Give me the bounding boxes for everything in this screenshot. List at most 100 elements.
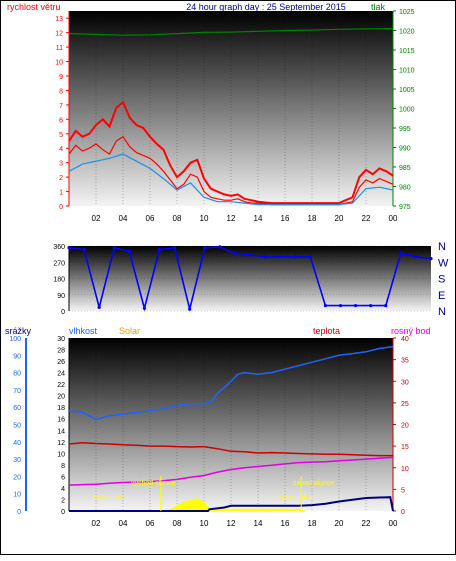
dewpoint-label: rosný bod xyxy=(391,326,431,336)
wind-y-tick: 13 xyxy=(55,16,63,23)
direction-point xyxy=(279,255,282,258)
humidity-y-tick: 22 xyxy=(57,382,65,389)
moonrise-annotation: Moon Rise xyxy=(279,495,313,502)
humidity-y-tick: 12 xyxy=(57,440,65,447)
direction-letter: S xyxy=(438,274,445,286)
direction-point xyxy=(233,252,236,255)
climate-x-tick: 20 xyxy=(335,519,344,528)
rain-y-tick: 100 xyxy=(9,336,21,343)
direction-point xyxy=(82,248,85,251)
temp-y-tick: 30 xyxy=(401,379,409,386)
direction-point xyxy=(324,304,327,307)
direction-point xyxy=(263,255,266,258)
rain-y-tick: 80 xyxy=(13,371,21,378)
temp-y-tick: 40 xyxy=(401,336,409,343)
humidity-y-tick: 24 xyxy=(57,371,65,378)
sunset-annotation: západ slunce xyxy=(293,480,334,487)
temperature-label: teplota xyxy=(313,326,340,336)
humidity-y-tick: 30 xyxy=(57,336,65,343)
climate-x-tick: 06 xyxy=(146,519,155,528)
direction-letter: E xyxy=(438,290,445,302)
direction-point xyxy=(218,245,221,248)
direction-point xyxy=(414,255,417,258)
direction-point xyxy=(158,248,161,251)
wind-y-tick: 10 xyxy=(55,60,63,67)
temp-y-tick: 10 xyxy=(401,466,409,473)
pressure-y-tick: 1025 xyxy=(399,9,415,16)
direction-point xyxy=(203,246,206,249)
wind-y-tick: 9 xyxy=(59,74,63,81)
climate-x-tick: 00 xyxy=(389,519,398,528)
direction-y-tick: 270 xyxy=(53,260,65,267)
climate-x-tick: 10 xyxy=(200,519,209,528)
wind-y-tick: 11 xyxy=(56,45,63,52)
rain-y-tick: 40 xyxy=(13,440,21,447)
temp-y-tick: 5 xyxy=(401,487,405,494)
rain-y-tick: 60 xyxy=(13,405,21,412)
wind-axis-title: rychlost větru xyxy=(7,2,61,12)
wind-y-tick: 12 xyxy=(55,31,63,38)
direction-point xyxy=(143,307,146,310)
solar-label: Solar xyxy=(119,326,140,336)
wind-x-tick: 00 xyxy=(389,214,398,223)
wind-x-tick: 04 xyxy=(119,214,128,223)
direction-point xyxy=(128,250,131,253)
direction-point xyxy=(248,253,251,256)
direction-point xyxy=(429,257,432,260)
wind-x-tick: 02 xyxy=(92,214,101,223)
rain-label: srážky xyxy=(5,326,32,336)
humidity-y-tick: 6 xyxy=(61,474,65,481)
climate-x-tick: 02 xyxy=(92,519,101,528)
direction-y-tick: 180 xyxy=(53,277,65,284)
temp-y-tick: 20 xyxy=(401,423,409,430)
wind-x-tick: 14 xyxy=(254,214,263,223)
rain-y-tick: 30 xyxy=(13,457,21,464)
wind-y-tick: 0 xyxy=(59,204,63,211)
direction-letter: N xyxy=(438,306,446,318)
direction-point xyxy=(354,304,357,307)
pressure-y-tick: 995 xyxy=(399,126,411,133)
humidity-y-tick: 20 xyxy=(57,394,65,401)
direction-point xyxy=(384,304,387,307)
humidity-y-tick: 28 xyxy=(57,348,65,355)
direction-letter: N xyxy=(438,241,446,253)
direction-letter: W xyxy=(438,257,449,269)
rain-y-tick: 90 xyxy=(13,353,21,360)
direction-point xyxy=(113,246,116,249)
direction-point xyxy=(369,304,372,307)
pressure-y-tick: 1020 xyxy=(399,29,415,36)
wind-y-tick: 1 xyxy=(59,190,63,197)
wind-x-tick: 16 xyxy=(281,214,290,223)
wind-x-tick: 06 xyxy=(146,214,155,223)
chart-title: 24 hour graph day : 25 September 2015 xyxy=(186,2,346,12)
wind-y-tick: 5 xyxy=(59,132,63,139)
climate-x-tick: 12 xyxy=(227,519,236,528)
pressure-y-tick: 1005 xyxy=(399,87,415,94)
humidity-y-tick: 14 xyxy=(57,428,65,435)
climate-x-tick: 08 xyxy=(173,519,182,528)
direction-point xyxy=(188,308,191,311)
humidity-y-tick: 2 xyxy=(61,497,65,504)
temp-y-tick: 35 xyxy=(401,358,409,365)
rain-y-tick: 70 xyxy=(13,388,21,395)
pressure-y-tick: 985 xyxy=(399,165,411,172)
direction-point xyxy=(67,246,70,249)
pressure-y-tick: 980 xyxy=(399,185,411,192)
direction-point xyxy=(294,255,297,258)
humidity-y-tick: 8 xyxy=(61,463,65,470)
pressure-y-tick: 975 xyxy=(399,204,411,211)
humidity-y-tick: 10 xyxy=(57,451,65,458)
rain-y-tick: 10 xyxy=(13,492,21,499)
pressure-axis-title: tlak xyxy=(371,2,386,12)
climate-x-tick: 18 xyxy=(308,519,317,528)
temp-y-tick: 15 xyxy=(401,444,409,451)
wind-y-tick: 6 xyxy=(59,117,63,124)
temp-y-tick: 0 xyxy=(401,509,405,516)
climate-x-tick: 04 xyxy=(119,519,128,528)
direction-y-tick: 90 xyxy=(57,293,65,300)
wind-y-tick: 8 xyxy=(59,88,63,95)
wind-y-tick: 2 xyxy=(59,175,63,182)
direction-point xyxy=(339,304,342,307)
rain-y-tick: 0 xyxy=(17,509,21,516)
